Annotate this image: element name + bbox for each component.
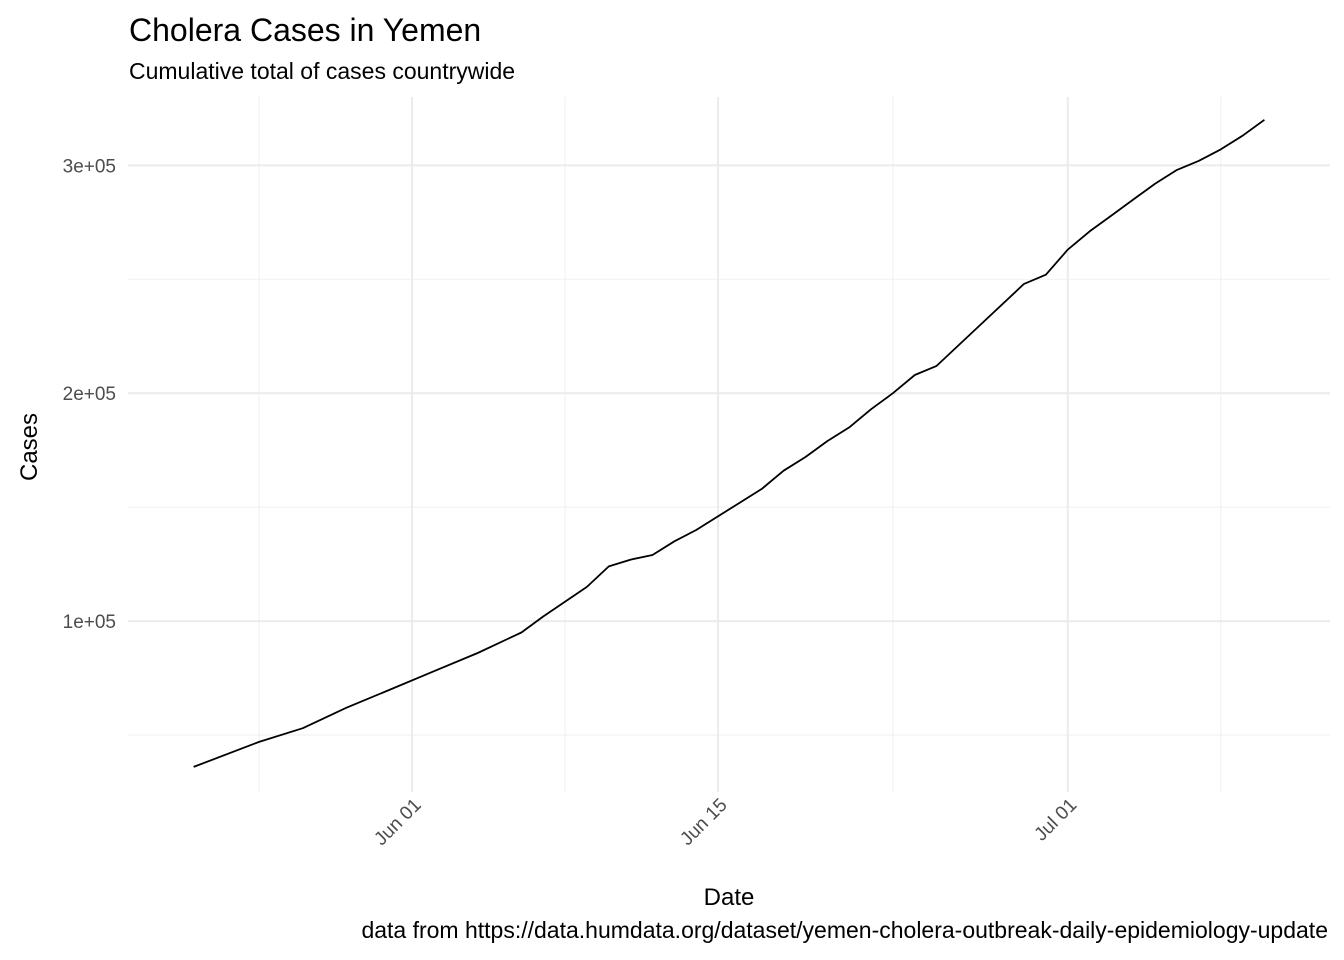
x-axis-ticks: Jun 01 Jun 15 Jul 01 (370, 795, 1081, 850)
y-tick-label: 1e+05 (63, 612, 116, 633)
y-axis-title: Cases (16, 413, 43, 481)
minor-gridlines (128, 97, 1330, 792)
x-axis-title: Date (704, 884, 755, 911)
major-gridlines (128, 97, 1330, 792)
chart-subtitle: Cumulative total of cases countrywide (129, 58, 516, 84)
series-layer (193, 119, 1265, 768)
x-tick-label: Jun 15 (676, 795, 731, 850)
y-axis-ticks: 1e+05 2e+05 3e+05 (63, 156, 116, 633)
y-tick-label: 2e+05 (63, 384, 116, 405)
y-tick-label: 3e+05 (63, 156, 116, 177)
cases-line (193, 119, 1265, 768)
chart-title: Cholera Cases in Yemen (129, 12, 482, 48)
x-tick-label: Jul 01 (1031, 795, 1082, 846)
chart-caption: data from https://data.humdata.org/datas… (361, 917, 1328, 943)
x-tick-label: Jun 01 (370, 795, 425, 850)
